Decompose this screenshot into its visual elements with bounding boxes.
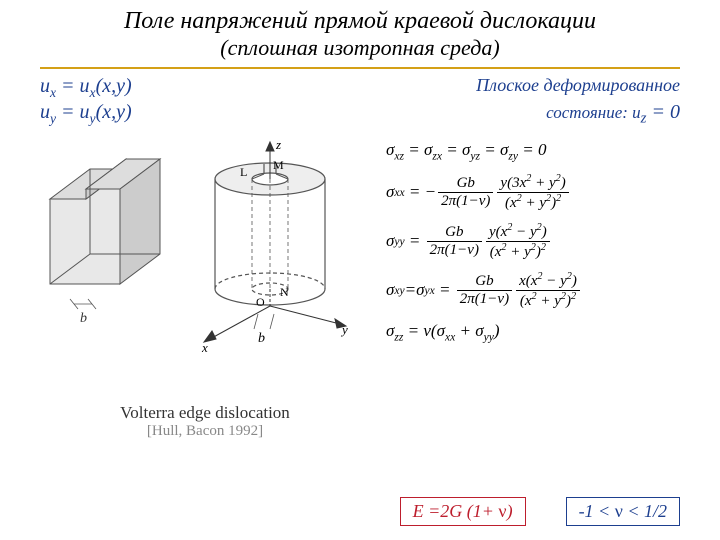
title-line1: Поле напряжений прямой краевой дислокаци… [20,8,700,35]
footer-badges: E =2G (1+ ν) -1 < ν < 1/2 [400,497,680,526]
uy-eq: = u [56,101,90,123]
axis-x: x [201,340,208,355]
pt-L: L [240,165,247,179]
elastic-post: ) [507,501,513,521]
plane-strain-label: Плоское деформированное [476,75,680,101]
pt-N: N [280,285,289,299]
ux-eq: = u [56,75,90,97]
ux-equation: ux = ux(x,y) [40,75,476,101]
uy-args: (x,y) [96,101,132,123]
xx-frac: y(3x2 + y2) (x2 + y2)2 [497,174,568,211]
eq-sigma-yy: σyy = Gb 2π(1−ν) y(x2 − y2) (x2 + y2)2 [386,223,552,260]
poisson-pre: -1 < [579,501,615,521]
uz-val: = 0 [647,101,681,123]
label-b2: b [258,331,265,346]
eq-zero: σxz = σzx = σyz = σzy = 0 [386,140,690,162]
elastic-nu: ν [498,501,506,521]
volterra-figure: b [30,134,370,394]
elastic-pre: E =2G (1+ [413,501,499,521]
slide-title: Поле напряжений прямой краевой дислокаци… [0,0,720,63]
figure-source: [Hull, Bacon 1992] [30,423,380,440]
eq-sigma-xy: σxy = σyx = Gb 2π(1−ν) x(x2 − y2) (x2 + … [386,272,582,309]
pt-O: O [256,295,265,309]
poisson-post: < 1/2 [623,501,667,521]
figure-column: b [30,134,380,440]
ux-lhs: u [40,75,50,97]
displacement-row-2: uy = uy(x,y) состояние: uz = 0 [0,101,720,128]
elastic-modulus-badge: E =2G (1+ ν) [400,497,526,526]
content-area: b [0,128,720,440]
figure-caption: Volterra edge dislocation [30,403,380,423]
axis-z: z [275,137,281,152]
coef-frac: Gb 2π(1−ν) [438,176,493,209]
axis-y: y [340,322,348,337]
uy-lhs: u [40,101,50,123]
eq-sigma-zz: σzz = ν(σxx + σyy) [386,321,690,343]
eq-sigma-xx: σxx = − Gb 2π(1−ν) y(3x2 + y2) (x2 + y2)… [386,174,571,211]
equations-column: σxz = σzx = σyz = σzy = 0 σxx = − Gb 2π(… [380,134,690,440]
ux-args: (x,y) [96,75,132,97]
title-line2: (сплошная изотропная среда) [20,35,700,61]
title-divider [40,67,680,69]
plane-strain-state: состояние: uz = 0 [546,101,680,128]
pt-M: M [273,158,284,172]
uy-equation: uy = uy(x,y) [40,101,546,128]
displacement-row-1: ux = ux(x,y) Плоское деформированное [0,75,720,101]
poisson-nu: ν [615,501,623,521]
poisson-range-badge: -1 < ν < 1/2 [566,497,680,526]
label-b1: b [80,311,87,326]
state-text: состояние: u [546,103,641,122]
